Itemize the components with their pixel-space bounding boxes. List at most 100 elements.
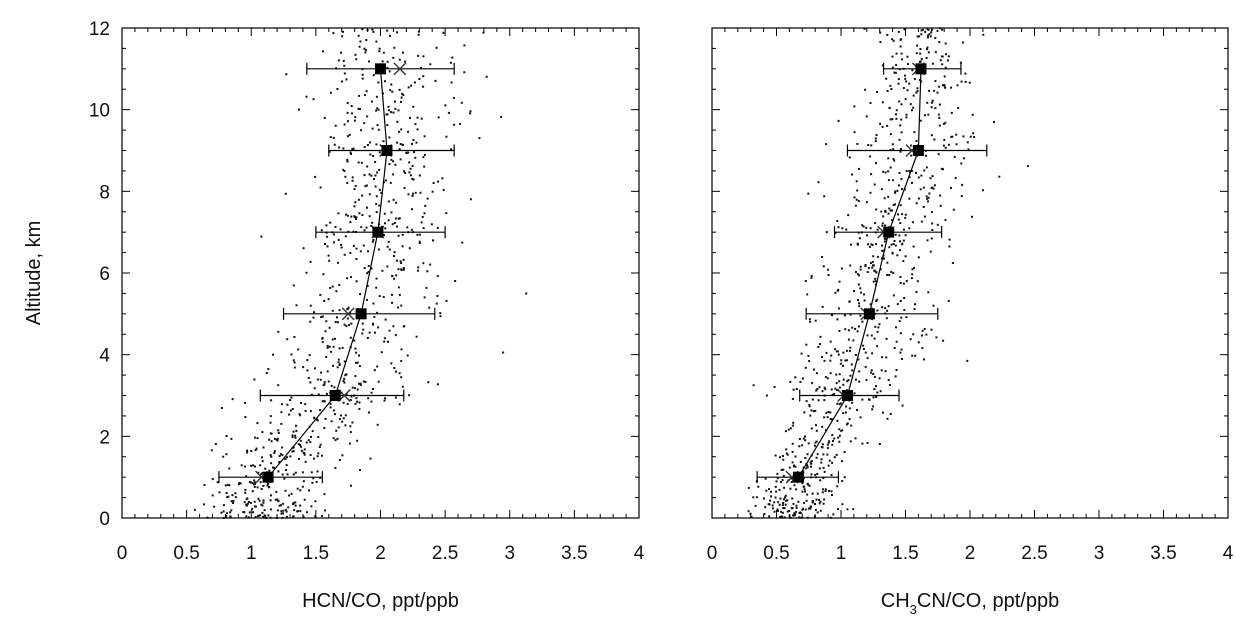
observation-point — [925, 195, 928, 198]
observation-point — [859, 268, 862, 271]
observation-point — [810, 427, 813, 430]
observation-point — [785, 448, 788, 451]
observation-point — [844, 328, 847, 331]
observation-point — [320, 229, 323, 232]
observation-point — [906, 89, 909, 92]
observation-point — [897, 184, 900, 187]
observation-point — [372, 155, 375, 157]
observation-point — [378, 50, 381, 53]
observation-point — [388, 248, 391, 251]
observation-point — [903, 308, 906, 311]
observation-point — [908, 197, 911, 200]
observation-point — [875, 208, 878, 211]
observation-point — [334, 439, 337, 442]
observation-point — [341, 80, 344, 83]
observation-point — [887, 212, 890, 215]
observation-point — [288, 494, 290, 497]
observation-point — [857, 243, 859, 246]
observation-point — [331, 285, 334, 288]
observation-point — [299, 510, 302, 513]
observation-point — [932, 304, 935, 307]
observation-point — [805, 400, 808, 403]
observation-point — [286, 403, 289, 406]
observation-point — [334, 124, 337, 127]
observation-point — [836, 350, 839, 353]
observation-point — [902, 228, 905, 231]
observation-point — [306, 369, 309, 372]
y-tick-label: 2 — [99, 427, 110, 448]
observation-point — [378, 204, 381, 207]
observation-point — [850, 424, 853, 427]
observation-point — [876, 228, 879, 231]
observation-point — [390, 362, 393, 365]
observation-point — [884, 224, 887, 227]
observation-point — [803, 488, 806, 491]
observation-point — [270, 440, 273, 443]
observation-point — [252, 511, 254, 514]
observation-point — [273, 466, 276, 469]
observation-point — [890, 243, 893, 246]
observation-point — [944, 146, 947, 149]
observation-point — [410, 84, 413, 87]
observation-point — [269, 415, 272, 418]
observation-point — [228, 467, 231, 470]
observation-point — [860, 291, 862, 294]
observation-point — [842, 412, 845, 415]
observation-point — [360, 129, 363, 132]
observation-point — [307, 439, 310, 442]
observation-point — [843, 476, 846, 479]
observation-point — [279, 453, 282, 456]
observation-point — [339, 228, 342, 231]
observation-point — [893, 159, 896, 162]
observation-point — [222, 455, 225, 458]
observation-point — [910, 277, 913, 280]
observation-point — [273, 450, 276, 453]
observation-point — [887, 157, 890, 160]
observation-point — [837, 226, 840, 229]
observation-point — [348, 133, 351, 136]
observation-point — [259, 481, 262, 484]
observation-point — [400, 262, 403, 264]
observation-point — [836, 402, 839, 405]
observation-point — [369, 457, 372, 460]
observation-point — [346, 158, 349, 161]
observation-point — [346, 317, 349, 320]
observation-point — [891, 209, 894, 212]
observation-point — [402, 51, 404, 54]
observation-point — [836, 485, 839, 488]
x-tick-label: 2.5 — [1021, 543, 1047, 564]
observation-point — [327, 254, 330, 257]
observation-point — [450, 81, 453, 84]
observation-point — [942, 168, 944, 171]
observation-point — [392, 325, 395, 328]
observation-point — [254, 436, 257, 439]
observation-point — [354, 116, 357, 119]
observation-point — [332, 345, 335, 348]
observation-point — [957, 106, 960, 109]
observation-point — [261, 504, 264, 507]
observation-point — [343, 323, 346, 326]
observation-point — [336, 437, 339, 440]
observation-point — [925, 166, 928, 169]
observation-point — [916, 280, 919, 283]
observation-point — [280, 411, 283, 414]
observation-point — [859, 314, 862, 317]
observation-point — [378, 295, 381, 298]
observation-point — [359, 383, 362, 386]
observation-point — [417, 33, 420, 36]
observation-point — [844, 359, 847, 362]
observation-point — [878, 323, 881, 326]
observation-point — [874, 325, 877, 328]
observation-point — [899, 38, 902, 41]
observation-point — [306, 359, 309, 362]
observation-point — [354, 184, 357, 187]
observation-point — [768, 488, 770, 491]
observation-point — [821, 425, 824, 428]
observation-point — [376, 107, 379, 110]
observation-point — [887, 379, 890, 382]
observation-point — [375, 211, 378, 214]
observation-point — [773, 501, 776, 504]
observation-point — [803, 411, 806, 414]
observation-point — [794, 376, 797, 379]
observation-point — [857, 299, 859, 302]
